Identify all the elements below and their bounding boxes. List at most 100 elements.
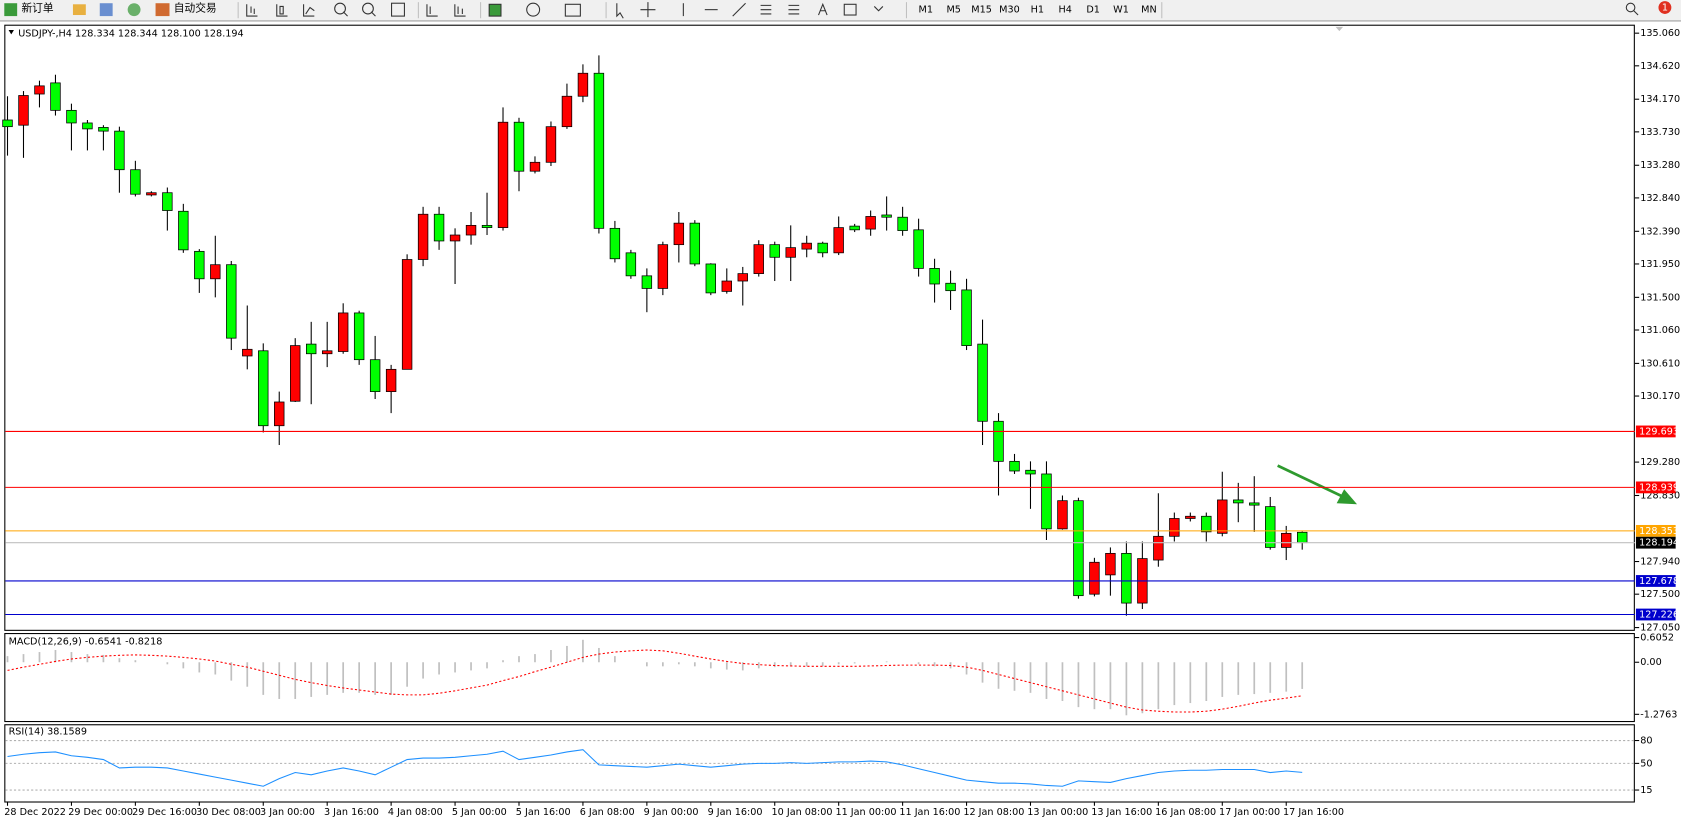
- price-level-tag: [1635, 481, 1676, 494]
- candle-body: [785, 247, 796, 258]
- candle-body: [913, 229, 924, 269]
- tool-icon[interactable]: [99, 3, 113, 17]
- price-level-label: 128.939: [1639, 482, 1679, 493]
- toolbar-bg: [0, 0, 1681, 21]
- timeframe-button[interactable]: H1: [1031, 5, 1044, 16]
- timeframe-button[interactable]: M5: [946, 5, 960, 16]
- x-tick-label: 5 Jan 16:00: [516, 807, 571, 818]
- x-tick-label: 13 Jan 00:00: [1027, 807, 1088, 818]
- price-level-label: 127.226: [1639, 610, 1679, 621]
- candle-body: [1057, 500, 1068, 530]
- timeframe-button[interactable]: M1: [919, 5, 933, 16]
- candle-body: [753, 244, 764, 274]
- candle-body: [1201, 515, 1212, 533]
- candle-body: [897, 216, 908, 231]
- y-tick-label: 135.060: [1640, 28, 1680, 39]
- shift-marker: [1335, 26, 1344, 32]
- timeframe-button[interactable]: H4: [1059, 5, 1072, 16]
- x-tick-label: 5 Jan 00:00: [452, 807, 507, 818]
- rsi-panel: [4, 724, 1635, 803]
- tool-icon[interactable]: [127, 3, 141, 17]
- candle-body: [817, 242, 828, 254]
- y-tick-label: 130.610: [1640, 358, 1680, 369]
- price-level-label: 127.678: [1639, 576, 1679, 587]
- x-tick-label: 16 Jan 08:00: [1155, 807, 1216, 818]
- x-tick-label: 9 Jan 16:00: [708, 807, 763, 818]
- candle-body: [401, 259, 413, 370]
- candle-body: [801, 242, 812, 250]
- candle-body: [1073, 500, 1084, 597]
- candle-body: [1153, 535, 1164, 561]
- y-tick-label: 132.390: [1640, 226, 1680, 237]
- timeframe-button[interactable]: M15: [971, 5, 992, 16]
- candle-body: [945, 282, 956, 292]
- candle-body: [961, 289, 972, 346]
- x-tick-label: 9 Jan 00:00: [644, 807, 699, 818]
- x-tick-label: 3 Jan 00:00: [260, 807, 315, 818]
- candle-body: [865, 216, 876, 230]
- y-tick-label: 15: [1640, 785, 1652, 796]
- x-tick-label: 6 Jan 08:00: [580, 807, 635, 818]
- y-tick-label: 50: [1640, 758, 1652, 769]
- candle-body: [417, 213, 429, 260]
- y-tick-label: 131.950: [1640, 259, 1680, 270]
- candle-body: [721, 280, 732, 292]
- macd-panel: [4, 633, 1635, 723]
- new-order-button[interactable]: 新订单: [21, 2, 53, 15]
- y-tick-label: 134.170: [1640, 94, 1680, 105]
- new-order-icon[interactable]: [4, 3, 18, 17]
- x-tick-label: 11 Jan 16:00: [899, 807, 960, 818]
- chart-tools[interactable]: [246, 2, 1639, 19]
- price-level-tag: [1635, 608, 1676, 621]
- candle-body: [769, 244, 780, 258]
- timeframe-button[interactable]: MN: [1141, 5, 1157, 16]
- x-tick-label: 10 Jan 08:00: [772, 807, 833, 818]
- y-tick-label: 80: [1640, 736, 1652, 747]
- candle-body: [114, 130, 125, 171]
- price-level-tag: [1635, 524, 1676, 537]
- y-tick-label: 133.730: [1640, 127, 1680, 138]
- toolbar: 新订单 自动交易: [0, 0, 1681, 22]
- candle-body: [385, 368, 397, 392]
- trend-arrow: [1277, 464, 1358, 505]
- symbol-menu-arrow[interactable]: [8, 30, 14, 35]
- candle-body: [849, 225, 860, 231]
- x-tick-label: 30 Dec 08:00: [196, 807, 261, 818]
- auto-trading-icon[interactable]: [155, 3, 170, 17]
- timeframe-button[interactable]: M30: [999, 5, 1020, 16]
- candle-body: [641, 275, 653, 289]
- candle-body: [513, 121, 525, 172]
- candle-body: [625, 252, 637, 277]
- timeframe-button[interactable]: W1: [1113, 5, 1129, 16]
- notification-badge[interactable]: [1658, 1, 1672, 14]
- candle-body: [18, 95, 29, 126]
- candle-body: [353, 312, 365, 361]
- price-level-label: 128.194: [1639, 538, 1679, 549]
- timeframe-button[interactable]: D1: [1086, 5, 1100, 16]
- candle-body: [146, 192, 157, 196]
- y-tick-label: 133.280: [1640, 160, 1680, 171]
- candle-body: [1089, 561, 1100, 595]
- candle-body: [1281, 532, 1292, 548]
- candle-body: [449, 234, 461, 242]
- separators: [237, 2, 1163, 19]
- candle-body: [1025, 469, 1036, 475]
- candle-body: [1009, 460, 1020, 472]
- candle-body: [1185, 515, 1196, 519]
- candle-body: [1297, 531, 1308, 544]
- candle-body: [577, 72, 589, 97]
- candle-body: [977, 343, 988, 422]
- tool-icon[interactable]: [72, 4, 86, 16]
- panel-title: RSI(14) 38.1589: [9, 727, 87, 738]
- candle-body: [1265, 506, 1276, 548]
- x-tick-label: 17 Jan 00:00: [1219, 807, 1280, 818]
- candle-body: [1105, 552, 1116, 576]
- candle-body: [593, 72, 605, 229]
- candle-body: [497, 121, 509, 228]
- price-level-tag: [1635, 425, 1676, 438]
- candle-body: [194, 250, 205, 280]
- auto-trading-button[interactable]: 自动交易: [174, 2, 217, 15]
